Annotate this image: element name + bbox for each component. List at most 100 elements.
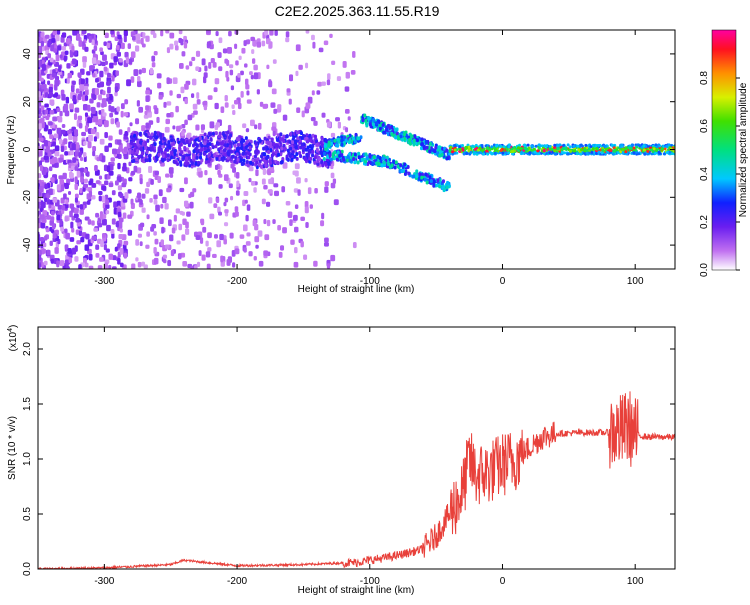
spectrogram-cell <box>144 110 148 116</box>
spectrogram-cell <box>168 145 172 150</box>
spectrogram-cell <box>176 93 182 99</box>
spectrogram-cell <box>150 146 154 151</box>
spectrogram-cell <box>47 151 52 157</box>
spectrogram-cell <box>381 122 385 127</box>
spectrogram-cell <box>269 30 274 36</box>
spectrogram-cell <box>263 184 268 190</box>
spectrogram-cell <box>281 156 285 161</box>
spectrogram-cell <box>141 141 145 146</box>
spectrogram-cell <box>38 254 42 261</box>
spectrogram-cell <box>178 160 182 165</box>
spectrogram-cell <box>320 220 325 227</box>
spectrogram-cell <box>243 224 248 232</box>
spectrogram-cell <box>228 183 233 189</box>
spectrogram-cell <box>38 123 43 130</box>
snr-x-ticks: -300 -200 -100 0 100 <box>94 327 644 587</box>
spectrogram-cell <box>280 159 284 164</box>
spectrogram-cell <box>481 152 485 156</box>
spectrogram-cell <box>38 45 43 53</box>
spectrogram-cell <box>520 150 524 154</box>
spectrogram-cell <box>38 221 41 229</box>
spectrogram-cell <box>148 166 153 174</box>
spectrogram-cell <box>204 169 208 176</box>
spectrogram-cell <box>149 67 154 75</box>
spectrogram-cell <box>293 139 297 144</box>
spectrogram-cell <box>140 151 144 156</box>
spectrogram-cell <box>38 91 41 98</box>
spectrogram-cell <box>137 233 143 238</box>
spectrogram-cell <box>338 153 342 158</box>
spectrogram-cell <box>139 140 143 145</box>
spectrogram-cell <box>56 107 61 113</box>
spectrogram-cell <box>237 137 241 142</box>
spectrogram-cell <box>47 129 53 135</box>
spectrogram-cell <box>553 149 557 153</box>
spectrogram-cell <box>162 196 167 204</box>
spectrogram-x-ticks: -300 -200 -100 0 100 <box>94 30 644 287</box>
spectrogram-cell <box>530 144 534 148</box>
spectrogram-cell <box>253 255 257 261</box>
spectrogram-cell <box>153 247 157 254</box>
spectrogram-cell <box>569 149 573 153</box>
spectrogram-cell <box>106 174 111 180</box>
spectrogram-cell <box>56 260 60 268</box>
spectrogram-cell <box>304 177 308 183</box>
spectrogram-cell <box>322 151 326 156</box>
spectrogram-cell <box>139 146 143 151</box>
spectrogram-cell <box>126 79 132 87</box>
spectrogram-cell <box>300 136 304 141</box>
spectrogram-cell <box>654 149 658 153</box>
spectrogram-cell <box>80 156 84 162</box>
spectrogram-cell <box>147 111 152 118</box>
spectrogram-cell <box>438 178 442 183</box>
spectrogram-cell <box>205 240 209 247</box>
spectrogram-cell <box>64 151 69 156</box>
spectrogram-cell <box>254 141 258 146</box>
spectrogram-cell <box>379 159 383 164</box>
spectrogram-cell <box>85 77 89 84</box>
spectrogram-cell <box>406 165 410 170</box>
colorbar-tick-label: 0.4 <box>699 167 710 181</box>
spectrogram-cell <box>64 259 70 265</box>
spectrogram-cell <box>276 108 282 113</box>
spectrogram-cell <box>428 141 432 146</box>
spectrogram-cell <box>228 135 232 140</box>
spectrogram-cell <box>83 257 87 264</box>
spectrogram-cell <box>594 151 598 155</box>
spectrogram-cell <box>330 132 336 138</box>
spectrogram-cell <box>113 56 118 63</box>
spectrogram-cell <box>59 218 63 226</box>
spectrogram-cell <box>195 235 201 240</box>
spectrogram-cell <box>48 204 52 209</box>
spectrogram-cell <box>120 262 124 268</box>
spectrogram-cell <box>128 177 133 182</box>
spectrogram-cell <box>159 147 163 152</box>
spectrogram-cell <box>91 39 95 46</box>
spectrogram-cell <box>258 138 262 143</box>
spectrogram-cell <box>160 239 165 246</box>
spectrogram-cell <box>587 147 591 151</box>
spectrogram-cell <box>367 116 371 121</box>
spectrogram-cell <box>92 146 97 152</box>
spectrogram-cell <box>313 120 318 126</box>
spectrogram-cell <box>169 90 173 96</box>
spectrogram-cell <box>42 168 46 175</box>
spectrogram-cell <box>502 145 506 149</box>
spectrogram-cell <box>84 178 88 184</box>
spectrogram-cell <box>248 177 252 183</box>
spectrogram-cell <box>199 155 203 160</box>
spectrogram-cell <box>59 178 64 186</box>
spectrogram-cell <box>499 144 503 148</box>
spectrogram-cell <box>78 122 83 129</box>
spectrogram-cell <box>294 247 298 254</box>
spectrogram-cell <box>323 242 329 247</box>
spectrogram-cell <box>315 142 319 147</box>
spectrogram-cell <box>399 134 403 139</box>
spectrogram-cell <box>124 130 129 136</box>
spectrogram-cell <box>83 183 89 188</box>
spectrogram-cell <box>63 138 68 145</box>
spectrogram-cell <box>376 154 380 159</box>
spectrogram-cell <box>111 232 115 239</box>
spectrogram-cell <box>249 71 253 76</box>
spectrogram-cell <box>208 197 213 204</box>
